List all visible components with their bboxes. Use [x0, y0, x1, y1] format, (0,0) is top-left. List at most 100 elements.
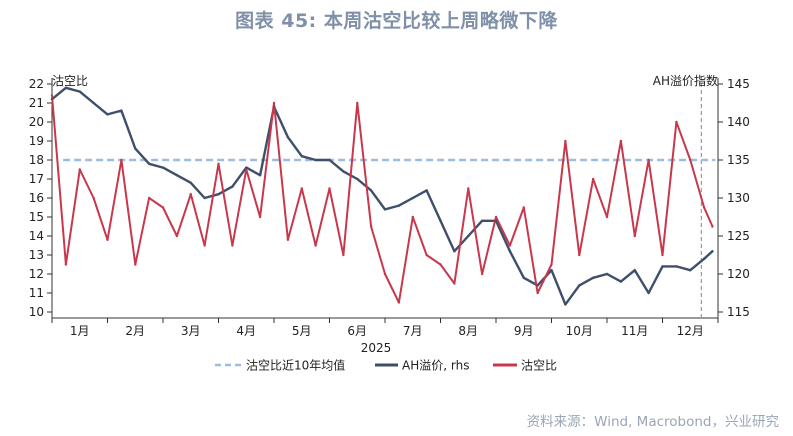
legend-label-short-ratio: 沽空比 — [521, 359, 557, 373]
short-ratio-point — [369, 225, 373, 228]
short-ratio-point — [189, 193, 192, 196]
ah-premium-point — [702, 257, 706, 260]
short-ratio-point — [425, 253, 428, 257]
ah-premium-point — [64, 86, 68, 90]
ah-premium-point — [536, 284, 539, 287]
short-ratio-point — [647, 158, 650, 162]
x-axis-ticks: 1月 2月 3月 4月 5月 6月 7月 8月 9月 10月 11月 12月 — [51, 318, 719, 338]
ah-premium-point — [342, 170, 345, 173]
ah-premium-point — [467, 234, 470, 238]
short-ratio-point — [383, 272, 387, 276]
chart-title: 图表 45: 本周沽空比较上周略微下降 — [235, 10, 558, 32]
right-tick-label: 115 — [727, 305, 750, 319]
ah-premium-point — [383, 208, 387, 211]
ah-premium-point — [161, 166, 165, 169]
short-ratio-point — [314, 244, 317, 247]
ah-premium-point — [217, 193, 220, 196]
ah-premium-point — [633, 269, 636, 272]
short-ratio-point — [356, 101, 359, 105]
short-ratio-point — [397, 301, 401, 304]
short-ratio-point — [328, 187, 331, 190]
short-ratio-point — [591, 177, 595, 181]
x-axis-label: 2025 — [361, 341, 392, 355]
short-ratio-point — [467, 187, 470, 190]
ah-premium-point — [189, 181, 192, 184]
x-tick-label: 11月 — [621, 324, 648, 338]
short-ratio-point — [78, 168, 81, 171]
x-tick-label: 9月 — [514, 324, 534, 338]
left-tick-label: 10 — [29, 305, 44, 319]
short-ratio-point — [675, 120, 678, 124]
x-tick-label: 2月 — [125, 324, 145, 338]
ah-premium-point — [689, 269, 692, 272]
ah-premium-point — [550, 269, 553, 272]
x-tick-label: 8月 — [458, 324, 478, 338]
right-tick-label: 135 — [727, 153, 750, 167]
left-tick-label: 14 — [29, 229, 44, 243]
ah-premium-point — [258, 174, 262, 177]
left-tick-label: 22 — [29, 77, 44, 91]
short-ratio-point — [605, 215, 609, 219]
short-ratio-point — [64, 263, 68, 266]
ah-premium-point — [286, 136, 290, 139]
legend: 沽空比近10年均值 AH溢价, rhs 沽空比 — [215, 358, 557, 373]
ah-premium-point — [453, 250, 456, 253]
ah-premium-point — [578, 284, 581, 287]
x-tick-label: 1月 — [70, 324, 90, 338]
left-tick-label: 20 — [29, 115, 44, 129]
left-tick-label: 16 — [29, 191, 44, 205]
series-line-ah-premium — [51, 86, 714, 306]
ah-premium-point — [591, 276, 595, 279]
x-tick-label: 4月 — [236, 324, 256, 338]
short-ratio-point — [494, 215, 498, 219]
right-tick-label: 130 — [727, 191, 750, 205]
ah-premium-point — [711, 250, 714, 253]
right-tick-label: 125 — [727, 229, 750, 243]
short-ratio-point — [702, 206, 706, 209]
short-ratio-point — [711, 225, 714, 228]
ah-premium-point — [203, 196, 206, 200]
right-tick-label: 145 — [727, 77, 750, 91]
ah-premium-point — [314, 158, 317, 162]
short-ratio-point — [536, 291, 539, 295]
short-ratio-point — [203, 244, 206, 247]
ah-premium-point — [369, 189, 373, 192]
ah-premium-point — [147, 162, 151, 165]
short-ratio-point — [689, 158, 692, 162]
x-tick-label: 7月 — [403, 324, 423, 338]
short-ratio-point — [411, 215, 414, 219]
short-ratio-point — [217, 162, 220, 165]
ah-premium-point — [619, 280, 623, 283]
short-ratio-point — [661, 253, 664, 257]
left-axis-label: 沽空比 — [52, 74, 88, 88]
x-tick-label: 12月 — [677, 324, 704, 338]
ah-premium-point — [439, 219, 442, 222]
short-ratio-point — [286, 238, 290, 241]
short-ratio-point — [550, 263, 553, 266]
left-tick-label: 18 — [29, 153, 44, 167]
ah-premium-point — [425, 189, 428, 192]
source-note: 资料来源：Wind, Macrobond，兴业研究 — [526, 414, 779, 430]
legend-label-avg10y: 沽空比近10年均值 — [246, 358, 345, 373]
ah-premium-point — [397, 204, 401, 207]
ah-premium-point — [411, 196, 414, 200]
right-axis-label: AH溢价指数 — [653, 73, 718, 88]
short-ratio-point — [120, 158, 123, 162]
ah-premium-point — [245, 166, 248, 169]
ah-premium-point — [78, 90, 81, 93]
short-ratio-point — [258, 215, 262, 219]
ah-premium-point — [272, 105, 276, 109]
short-ratio-point — [480, 272, 484, 276]
ah-premium-point — [328, 158, 331, 162]
short-ratio-point — [147, 196, 151, 200]
left-tick-label: 15 — [29, 210, 44, 224]
short-ratio-point — [439, 263, 442, 266]
x-tick-label: 10月 — [566, 324, 593, 338]
short-ratio-point — [272, 101, 276, 105]
ah-premium-point — [605, 272, 609, 276]
ah-premium-point — [661, 265, 664, 268]
short-ratio-point — [564, 139, 567, 143]
x-tick-label: 6月 — [347, 324, 367, 338]
short-ratio-point — [522, 206, 525, 209]
